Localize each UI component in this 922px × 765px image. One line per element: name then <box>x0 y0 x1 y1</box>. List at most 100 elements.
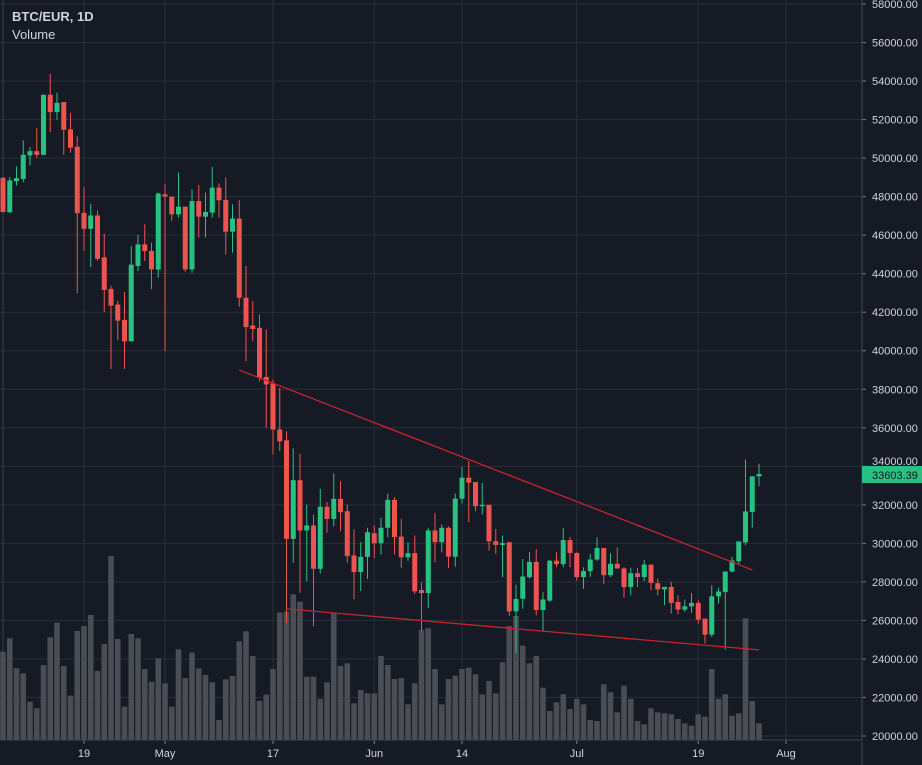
volume-bar <box>297 601 303 740</box>
candle-body <box>641 564 647 578</box>
candle-down <box>74 136 80 294</box>
candle-up <box>513 584 519 654</box>
candle-body <box>756 473 762 477</box>
candle-up <box>439 524 445 553</box>
candle-body <box>54 102 60 113</box>
volume-bar <box>371 693 378 740</box>
volume-bar <box>168 706 175 740</box>
symbol-title[interactable]: BTC/EUR, 1D <box>12 9 94 24</box>
candle-body <box>709 596 715 635</box>
candle-down <box>675 595 681 615</box>
candle-up <box>540 592 546 632</box>
candle-body <box>250 325 256 329</box>
volume-bar <box>560 694 567 740</box>
last-price-label: 33603.39 <box>872 470 918 482</box>
y-tick-label: 32000.00 <box>872 500 918 512</box>
candle-body <box>554 560 559 565</box>
volume-bar <box>479 694 486 740</box>
candle-down <box>392 497 397 555</box>
candle-body <box>68 129 73 148</box>
volume-bar <box>735 713 742 740</box>
candle-body <box>392 499 397 538</box>
volume-bar <box>60 666 67 740</box>
y-tick-label: 58000.00 <box>872 0 918 11</box>
candle-down <box>473 482 478 512</box>
y-tick-label: 56000.00 <box>872 38 918 50</box>
volume-bar <box>0 651 6 740</box>
volume-bar <box>249 656 256 740</box>
y-tick-label: 46000.00 <box>872 230 918 242</box>
volume-bar <box>20 673 27 740</box>
candle-body <box>716 591 721 597</box>
volume-bar <box>546 711 553 740</box>
volume-bar <box>216 720 222 740</box>
candle-body <box>371 533 377 544</box>
candle-down <box>0 177 6 213</box>
price-axis[interactable]: 20000.00 22000.00 24000.00 26000.00 28000.00… <box>861 0 922 765</box>
volume-bar <box>344 663 351 740</box>
candle-body <box>135 244 141 266</box>
candle-body <box>412 553 418 592</box>
candle-body <box>500 543 505 545</box>
candle-body <box>304 525 310 531</box>
candle-body <box>729 560 735 572</box>
candle-body <box>182 206 188 270</box>
volume-bar <box>81 626 87 740</box>
candle-up <box>230 204 235 253</box>
volume-bar <box>573 699 580 740</box>
volume-bar <box>519 645 526 740</box>
candle-body <box>581 571 586 578</box>
volume-bar <box>594 721 600 740</box>
volume-indicator-label[interactable]: Volume <box>12 27 56 42</box>
volume-bar <box>202 675 209 740</box>
volume-bar <box>567 709 573 740</box>
y-tick-label: 34000.00 <box>872 456 918 468</box>
candle-down <box>614 547 620 569</box>
candle-body <box>277 429 283 442</box>
candle-up <box>189 189 195 273</box>
volume-bar <box>627 699 634 740</box>
volume-bar <box>189 652 195 740</box>
y-tick-label: 52000.00 <box>872 115 918 127</box>
candle-up <box>662 586 667 606</box>
candle-body <box>230 218 235 232</box>
candle-down <box>216 183 222 218</box>
candle-body <box>473 482 478 507</box>
y-tick-label: 50000.00 <box>872 153 918 165</box>
volume-bar <box>283 611 290 740</box>
time-axis[interactable]: 19 May 17 Jun 14 Jul 19 Aug <box>0 739 862 760</box>
volume-bar <box>715 699 722 740</box>
candle-up <box>729 557 735 573</box>
candle-body <box>209 187 215 213</box>
volume-bar <box>195 668 202 740</box>
candle-down <box>506 542 512 616</box>
y-tick-label: 30000.00 <box>872 538 918 550</box>
volume-bar <box>526 663 533 740</box>
candle-body <box>520 576 526 599</box>
candle-up <box>135 234 141 271</box>
last-price-badge <box>862 465 922 483</box>
volume-bar <box>553 702 560 740</box>
candle-body <box>594 547 600 560</box>
volume-bar <box>742 618 749 740</box>
volume-bar <box>40 665 47 740</box>
candle-down <box>412 535 418 595</box>
candle-down <box>47 73 53 133</box>
trendlines[interactable] <box>239 369 760 651</box>
y-tick-label: 54000.00 <box>872 76 918 88</box>
volume-bar <box>276 612 283 740</box>
volume-bar <box>351 703 357 740</box>
volume-bar <box>499 662 506 740</box>
candle-body <box>722 571 728 593</box>
volume-bar <box>675 719 681 740</box>
candle-body <box>425 530 431 594</box>
candle-body <box>223 199 229 232</box>
candle-up <box>628 567 634 596</box>
candle-down <box>142 224 148 261</box>
candle-body <box>385 499 391 528</box>
candle-up <box>20 140 26 183</box>
candle-down <box>270 379 276 455</box>
volume-bar <box>54 622 60 740</box>
volume-bar <box>121 706 128 740</box>
